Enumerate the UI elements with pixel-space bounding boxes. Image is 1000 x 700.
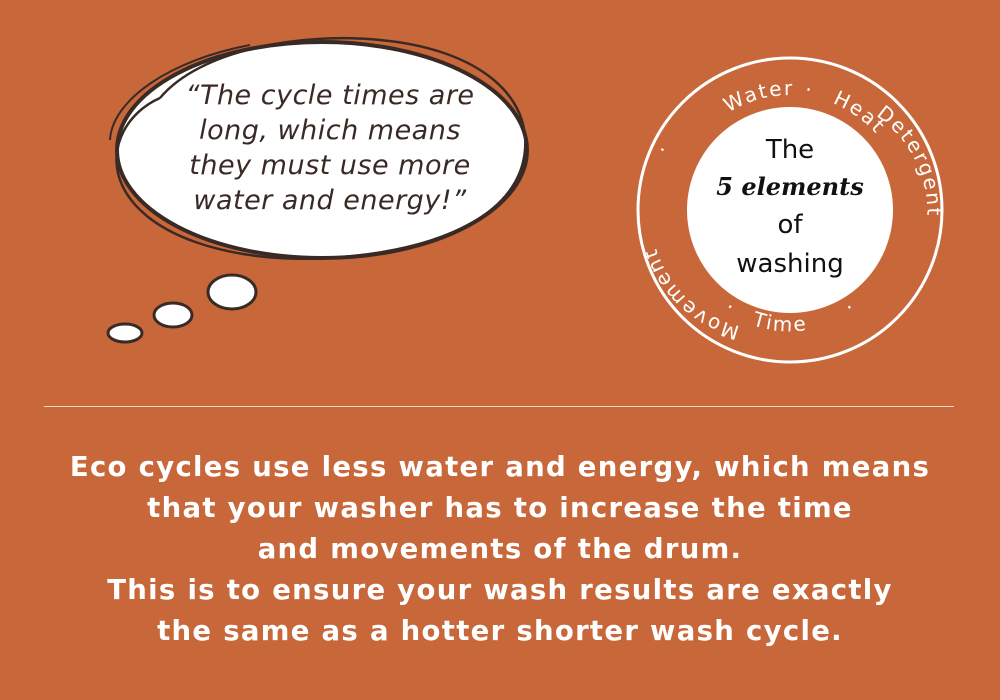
quote-line: water and energy!” — [193, 185, 467, 216]
bubble-dot-medium — [152, 301, 194, 329]
bubble-sketch-outline — [115, 36, 527, 260]
explanation-line: Eco cycles use less water and energy, wh… — [69, 451, 931, 483]
explanation-line: the same as a hotter shorter wash cycle. — [157, 615, 843, 647]
thought-bubble — [106, 36, 529, 344]
section-divider — [44, 406, 954, 407]
explanation-line: and movements of the drum. — [257, 533, 743, 565]
explanation-line: This is to ensure your wash results are … — [107, 574, 893, 606]
badge-center-line-washing: washing — [736, 249, 843, 279]
bubble-dot-small — [106, 322, 144, 344]
badge-center-line-of: of — [777, 210, 803, 240]
bubble-dot-large — [206, 273, 258, 311]
badge-center-line-the: The — [765, 135, 814, 165]
bubble-sketch-stroke — [109, 44, 251, 141]
badge-outer-ring — [636, 56, 944, 364]
explanation-text: Eco cycles use less water and energy, wh… — [0, 447, 1000, 652]
ring-dot: · — [840, 295, 858, 319]
explanation-line: that your washer has to increase the tim… — [147, 492, 853, 524]
badge-inner-disc — [687, 107, 893, 313]
thought-bubble-quote: “The cycle times are long, which means t… — [160, 78, 500, 218]
badge-center-line-elements: 5 elements — [716, 172, 864, 201]
ring-dot: · — [804, 77, 814, 102]
quote-line: long, which means — [199, 115, 461, 146]
ring-dot: · — [721, 295, 739, 319]
quote-line: “The cycle times are — [185, 80, 475, 111]
ring-dot: · — [651, 141, 675, 159]
five-elements-badge: Water · Heat Detergent Time Movement · ·… — [636, 56, 944, 364]
quote-line: they must use more — [189, 150, 471, 181]
